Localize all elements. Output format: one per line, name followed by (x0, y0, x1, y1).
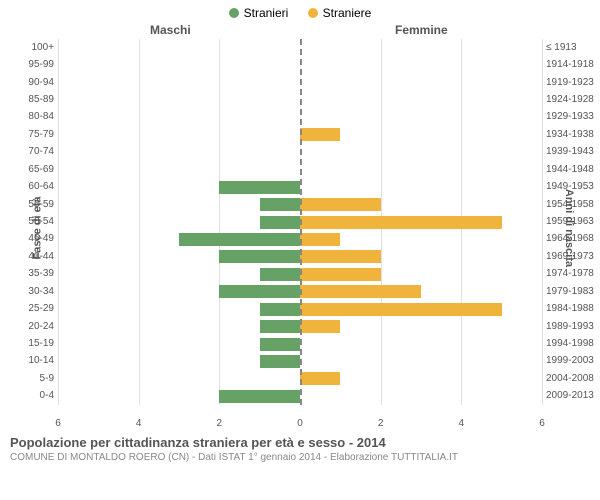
age-label: 60-64 (0, 178, 54, 196)
chart-title: Popolazione per cittadinanza straniera p… (10, 435, 590, 450)
x-axis: 0 2 2 4 4 6 6 (58, 417, 542, 429)
birth-year-label: 1999-2003 (546, 352, 600, 370)
age-label: 20-24 (0, 318, 54, 336)
chart-subtitle: COMUNE DI MONTALDO ROERO (CN) - Dati IST… (10, 452, 590, 463)
age-label: 10-14 (0, 352, 54, 370)
age-label: 5-9 (0, 370, 54, 388)
birth-year-label: 1919-1923 (546, 74, 600, 92)
x-tick-label: 6 (539, 418, 545, 429)
bar-male (260, 320, 300, 333)
age-label: 85-89 (0, 91, 54, 109)
bar-female (300, 372, 340, 385)
legend-label-male: Stranieri (244, 6, 289, 20)
legend-item-male: Stranieri (229, 6, 289, 20)
birth-year-label: 1974-1978 (546, 265, 600, 283)
age-label: 75-79 (0, 126, 54, 144)
plot-area: 100+95-9990-9485-8980-8475-7970-7465-696… (0, 39, 600, 429)
age-label: 45-49 (0, 230, 54, 248)
x-tick-label: 2 (378, 418, 384, 429)
birth-year-label: 1934-1938 (546, 126, 600, 144)
birth-year-label: 1939-1943 (546, 143, 600, 161)
birth-year-label: 2004-2008 (546, 370, 600, 388)
legend-label-female: Straniere (323, 6, 372, 20)
birth-year-label: ≤ 1913 (546, 39, 600, 57)
bar-female (300, 320, 340, 333)
age-label: 15-19 (0, 335, 54, 353)
y-axis-left-title: Fasce di età (31, 197, 43, 260)
birth-year-label: 1994-1998 (546, 335, 600, 353)
population-pyramid-chart: Stranieri Straniere Maschi Femmine 100+9… (0, 0, 600, 500)
y-axis-left: 100+95-9990-9485-8980-8475-7970-7465-696… (0, 39, 58, 417)
bar-male (219, 390, 300, 403)
x-tick-label: 4 (136, 418, 142, 429)
birth-year-label: 1914-1918 (546, 56, 600, 74)
grid-line (58, 39, 59, 405)
bar-female (300, 128, 340, 141)
header-female: Femmine (395, 23, 448, 37)
x-tick-label: 0 (297, 418, 303, 429)
bar-female (300, 303, 502, 316)
age-label: 95-99 (0, 56, 54, 74)
bar-male (260, 198, 300, 211)
bar-male (219, 250, 300, 263)
age-label: 30-34 (0, 283, 54, 301)
age-label: 40-44 (0, 248, 54, 266)
bar-male (260, 355, 300, 368)
bar-female (300, 268, 381, 281)
grid-line (219, 39, 220, 405)
bar-male (179, 233, 300, 246)
legend: Stranieri Straniere (0, 0, 600, 23)
x-tick-label: 4 (459, 418, 465, 429)
birth-year-label: 2009-2013 (546, 387, 600, 405)
age-label: 80-84 (0, 108, 54, 126)
age-label: 55-59 (0, 196, 54, 214)
bar-male (260, 303, 300, 316)
age-label: 90-94 (0, 74, 54, 92)
bar-female (300, 233, 340, 246)
birth-year-label: 1989-1993 (546, 318, 600, 336)
grid-line (542, 39, 543, 405)
bar-male (219, 181, 300, 194)
birth-year-label: 1929-1933 (546, 108, 600, 126)
legend-swatch-female (308, 8, 318, 18)
age-label: 50-54 (0, 213, 54, 231)
birth-year-label: 1984-1988 (546, 300, 600, 318)
legend-swatch-male (229, 8, 239, 18)
bar-male (260, 338, 300, 351)
age-label: 25-29 (0, 300, 54, 318)
center-line (300, 39, 302, 405)
header-male: Maschi (150, 23, 191, 37)
birth-year-label: 1924-1928 (546, 91, 600, 109)
chart-footer: Popolazione per cittadinanza straniera p… (0, 429, 600, 463)
y-axis-right-title: Anni di nascita (563, 189, 575, 267)
bar-male (219, 285, 300, 298)
age-label: 100+ (0, 39, 54, 57)
bar-female (300, 216, 502, 229)
age-label: 35-39 (0, 265, 54, 283)
age-label: 70-74 (0, 143, 54, 161)
age-label: 0-4 (0, 387, 54, 405)
bar-female (300, 250, 381, 263)
x-tick-label: 2 (217, 418, 223, 429)
legend-item-female: Straniere (308, 6, 372, 20)
bar-female (300, 285, 421, 298)
bars-region (58, 39, 542, 417)
birth-year-label: 1944-1948 (546, 161, 600, 179)
bar-male (260, 268, 300, 281)
gender-headers: Maschi Femmine (0, 23, 600, 39)
bar-male (260, 216, 300, 229)
age-label: 65-69 (0, 161, 54, 179)
grid-line (139, 39, 140, 405)
bar-female (300, 198, 381, 211)
x-tick-label: 6 (55, 418, 61, 429)
birth-year-label: 1979-1983 (546, 283, 600, 301)
